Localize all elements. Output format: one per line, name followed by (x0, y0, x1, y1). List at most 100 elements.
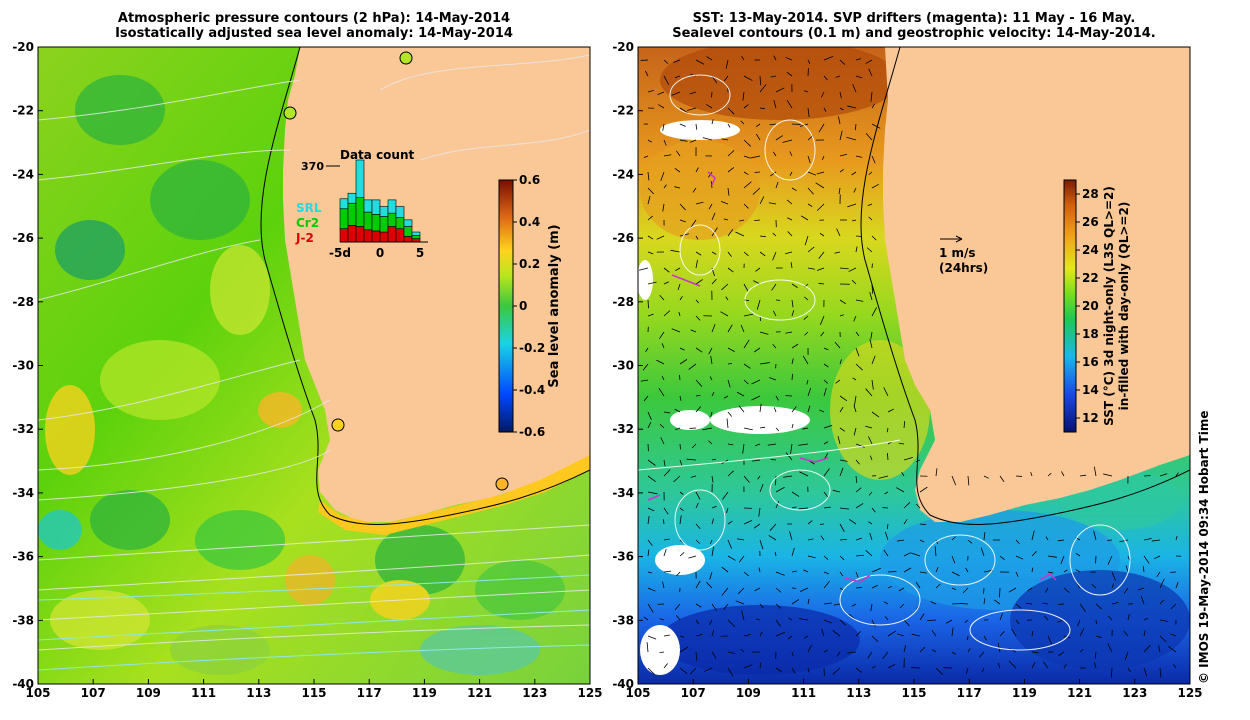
velocity-arrow (723, 218, 729, 221)
inset-legend-srl: SRL (296, 201, 322, 215)
velocity-arrow (934, 546, 937, 557)
velocity-arrow (759, 107, 765, 110)
velocity-arrow (786, 71, 793, 77)
velocity-arrow (679, 295, 683, 301)
velocity-arrow (807, 667, 810, 673)
velocity-arrow (663, 538, 670, 541)
velocity-arrow (1127, 667, 1131, 673)
velocity-arrow (738, 405, 745, 413)
velocity-arrow (798, 507, 809, 510)
velocity-arrow (663, 267, 670, 273)
velocity-arrow (855, 347, 860, 357)
velocity-arrow (785, 57, 793, 61)
velocity-arrow (931, 649, 937, 653)
velocity-arrow (818, 123, 825, 133)
left-y-tick-label: -40 (12, 677, 34, 691)
velocity-arrow (870, 331, 873, 339)
velocity-arrow (871, 507, 876, 513)
velocity-arrow (1159, 619, 1169, 622)
velocity-arrow (740, 120, 745, 125)
velocity-arrow (725, 59, 729, 69)
sst-colorbar-tick-label: 18 (1082, 327, 1099, 341)
velocity-arrow (679, 552, 685, 557)
velocity-arrow (839, 507, 850, 510)
velocity-arrow (823, 75, 828, 81)
velocity-arrow (832, 667, 841, 675)
inset-bar-srl (403, 219, 413, 227)
inset-bar-cr2 (403, 226, 413, 237)
velocity-arrow (775, 501, 780, 509)
velocity-arrow (661, 343, 665, 349)
velocity-arrow (647, 507, 655, 512)
velocity-arrow (791, 358, 794, 365)
velocity-arrow (787, 217, 793, 221)
right-land (883, 47, 1190, 522)
velocity-arrow (1042, 602, 1049, 605)
right-y-tick-label: -28 (612, 295, 634, 309)
velocity-arrow (759, 84, 767, 93)
velocity-arrow (820, 91, 825, 98)
inset-bar-cr2 (339, 208, 349, 230)
velocity-arrow (1091, 584, 1097, 589)
velocity-arrow (1175, 535, 1178, 541)
velocity-arrow (647, 459, 656, 466)
velocity-arrow (865, 388, 873, 397)
velocity-arrow (1151, 539, 1161, 542)
velocity-arrow (755, 133, 761, 141)
velocity-arrow (981, 667, 985, 673)
velocity-arrow (689, 667, 697, 675)
velocity-arrow (1172, 664, 1177, 669)
velocity-arrow (815, 182, 825, 189)
velocity-arrow (919, 486, 928, 493)
velocity-arrow (727, 363, 733, 365)
velocity-arrow (768, 535, 777, 541)
velocity-arrow (965, 667, 969, 674)
velocity-arrow (656, 359, 665, 365)
velocity-arrow (658, 388, 665, 397)
inset-legend-cr2: Cr2 (296, 216, 319, 230)
velocity-arrow (855, 246, 858, 253)
velocity-arrow (883, 601, 889, 605)
velocity-arrow (791, 423, 794, 429)
velocity-arrow (721, 587, 729, 596)
velocity-arrow (674, 603, 681, 611)
velocity-arrow (835, 379, 841, 384)
velocity-arrow (1079, 474, 1087, 477)
inset-bar-srl (379, 206, 389, 217)
velocity-arrow (1057, 539, 1065, 542)
velocity-arrow (855, 459, 860, 465)
velocity-arrow (871, 411, 880, 418)
velocity-arrow (1031, 567, 1034, 573)
velocity-arrow (753, 280, 761, 285)
depth-contour-right (860, 47, 1190, 525)
left-y-tick-label: -24 (12, 167, 34, 181)
velocity-arrow (695, 59, 705, 65)
velocity-arrow (695, 251, 702, 256)
inset-title: Data count (340, 148, 415, 162)
geostrophic-velocity-arrows (638, 55, 1182, 678)
velocity-scale-period: (24hrs) (939, 261, 988, 275)
velocity-arrow (723, 395, 729, 399)
velocity-arrow (743, 171, 749, 175)
inset-bar-j2 (379, 231, 389, 243)
velocity-arrow (983, 532, 986, 541)
velocity-arrow (799, 618, 809, 621)
velocity-arrow (727, 667, 734, 677)
left-x-tick-label: 115 (301, 686, 326, 700)
velocity-arrow (727, 187, 730, 196)
velocity-arrow (791, 310, 795, 317)
velocity-arrow (770, 75, 777, 78)
velocity-arrow (866, 247, 873, 253)
velocity-arrow (1060, 555, 1065, 565)
inset-bar-cr2 (411, 235, 421, 239)
velocity-arrow (867, 651, 873, 659)
sst-colorbar: 28 26 24 22 20 18 16 14 12 SST (°C) 3d night-onl… (1063, 179, 1131, 433)
velocity-arrow (674, 186, 681, 189)
velocity-arrow (688, 363, 697, 370)
velocity-arrow (855, 587, 863, 589)
velocity-arrow (775, 427, 780, 432)
velocity-arrow (839, 523, 845, 533)
velocity-arrow (743, 571, 749, 577)
velocity-arrow (695, 491, 701, 500)
velocity-arrow (1156, 571, 1161, 578)
